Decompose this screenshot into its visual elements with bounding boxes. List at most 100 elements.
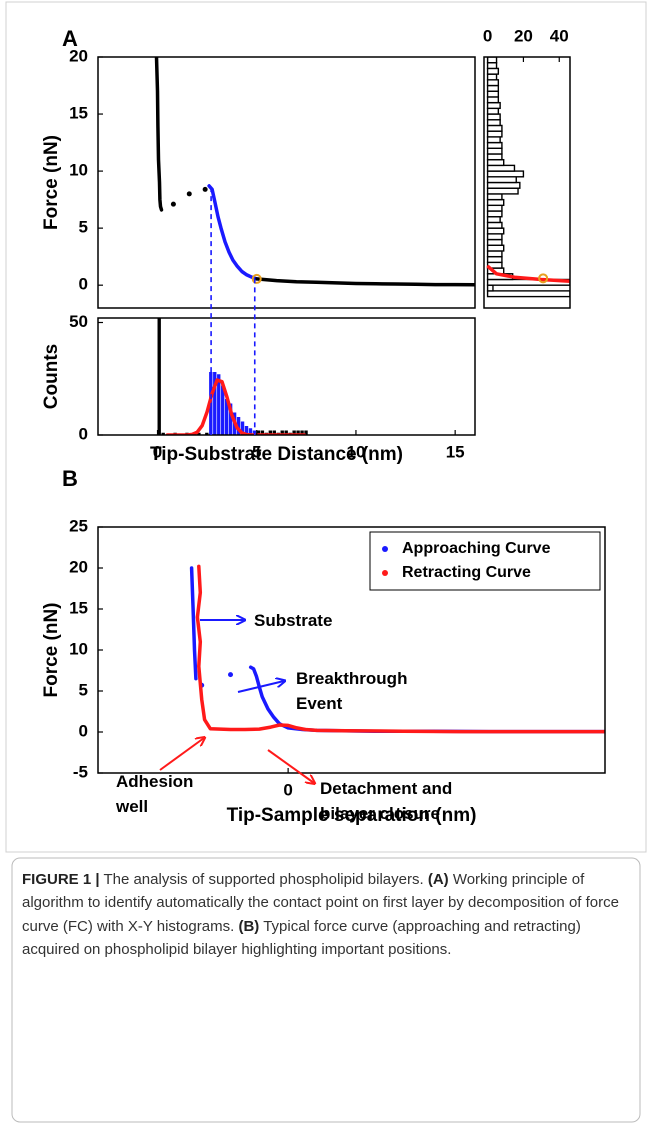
bar	[228, 403, 233, 435]
annotation-line: Substrate	[254, 611, 332, 630]
y-tick-label: 25	[69, 516, 88, 535]
bar	[486, 136, 501, 144]
y-tick-label: 15	[69, 104, 88, 123]
bar	[272, 430, 276, 435]
arrow	[237, 681, 284, 693]
legend-swatch	[382, 546, 388, 552]
x-tick-label: 5	[252, 442, 261, 461]
curve	[207, 184, 259, 281]
legend-box	[369, 531, 601, 591]
caption-box	[11, 857, 641, 1123]
bar	[486, 113, 501, 121]
bar	[296, 430, 300, 435]
y-axis-label: Force (nN)	[41, 603, 62, 698]
y-tick-label: 5	[79, 680, 88, 699]
axes-frame	[97, 526, 606, 774]
point	[202, 186, 208, 192]
caption-label: FIGURE 1 |	[22, 871, 100, 888]
bar	[486, 187, 519, 195]
curve	[189, 566, 198, 681]
bar	[486, 244, 505, 252]
y-tick-label: 15	[69, 598, 88, 617]
y-tick-label: 10	[69, 639, 88, 658]
annotation: Adhesion well	[115, 772, 193, 816]
caption-panel-label: (A)	[427, 871, 449, 888]
bar	[197, 432, 201, 435]
caption-text: Working principle of algorithm to identi…	[22, 871, 619, 935]
y-tick-label: 5	[79, 218, 88, 237]
bar	[486, 158, 505, 167]
arrow	[267, 749, 314, 783]
point	[228, 672, 234, 678]
caption-panel-label: (B)	[238, 917, 260, 935]
bar	[486, 216, 501, 224]
bar	[486, 73, 498, 81]
y-tick-label: 20	[69, 46, 88, 65]
bar	[240, 421, 245, 435]
bar	[486, 79, 500, 87]
x-tick-label: 10	[346, 442, 365, 461]
plot-area	[157, 318, 308, 435]
bar	[486, 141, 503, 149]
annotations: Substrate Breakthrough Event Adhesion well…	[115, 611, 452, 823]
curve	[165, 378, 307, 435]
x-tick-label: 15	[446, 442, 465, 461]
bar	[300, 430, 304, 435]
x-tick-label: 0	[483, 26, 492, 45]
y-tick-label: 0	[79, 424, 88, 443]
bar	[486, 57, 498, 64]
bar	[217, 374, 221, 435]
annotation-line: Event	[296, 694, 343, 713]
bar	[486, 255, 503, 264]
bar	[260, 430, 265, 435]
annotation-line: bilayer closure	[320, 804, 440, 823]
point	[170, 201, 176, 207]
bar	[486, 221, 503, 229]
y-tick-label: 20	[69, 557, 88, 576]
bar	[486, 290, 570, 298]
x-axis-label: Tip-Substrate Distance (nm)	[150, 444, 403, 465]
bar	[292, 430, 296, 435]
bar	[486, 124, 503, 132]
plot-area	[154, 57, 475, 287]
bar	[486, 227, 505, 235]
marker	[538, 273, 549, 284]
caption-text: Typical force curve (approaching and ret…	[22, 917, 581, 959]
bar	[486, 233, 503, 241]
bar	[256, 430, 261, 435]
y-tick-label: 50	[69, 312, 88, 331]
bar	[205, 432, 209, 435]
annotation: Detachment and bilayer closure	[320, 779, 452, 823]
bar	[221, 385, 225, 435]
figure-frame	[5, 1, 647, 853]
legend-swatch	[382, 570, 388, 576]
bar	[486, 193, 503, 201]
bar	[486, 210, 503, 218]
bar	[486, 198, 505, 207]
x-tick-label: 0	[283, 780, 292, 799]
annotation-line: Adhesion	[116, 772, 193, 791]
axes-frame	[97, 317, 476, 436]
curve	[254, 277, 475, 287]
y-tick-label: 10	[69, 161, 88, 180]
y-tick-label: 0	[79, 275, 88, 294]
bar	[486, 164, 516, 172]
bar	[486, 84, 500, 92]
bar	[161, 432, 165, 435]
annotation: Substrate	[254, 611, 332, 630]
bar	[486, 170, 525, 178]
bar	[486, 107, 500, 115]
bar	[486, 90, 500, 98]
bar	[486, 147, 503, 155]
caption: FIGURE 1 | The analysis of supported pho…	[22, 868, 634, 962]
bar	[268, 430, 273, 435]
panel-label: B	[62, 466, 78, 491]
annotation-line: Detachment and	[320, 779, 452, 798]
point	[186, 191, 192, 197]
annotation: Breakthrough Event	[296, 669, 407, 713]
bar	[157, 318, 161, 435]
legend-label: Retracting Curve	[402, 564, 531, 581]
